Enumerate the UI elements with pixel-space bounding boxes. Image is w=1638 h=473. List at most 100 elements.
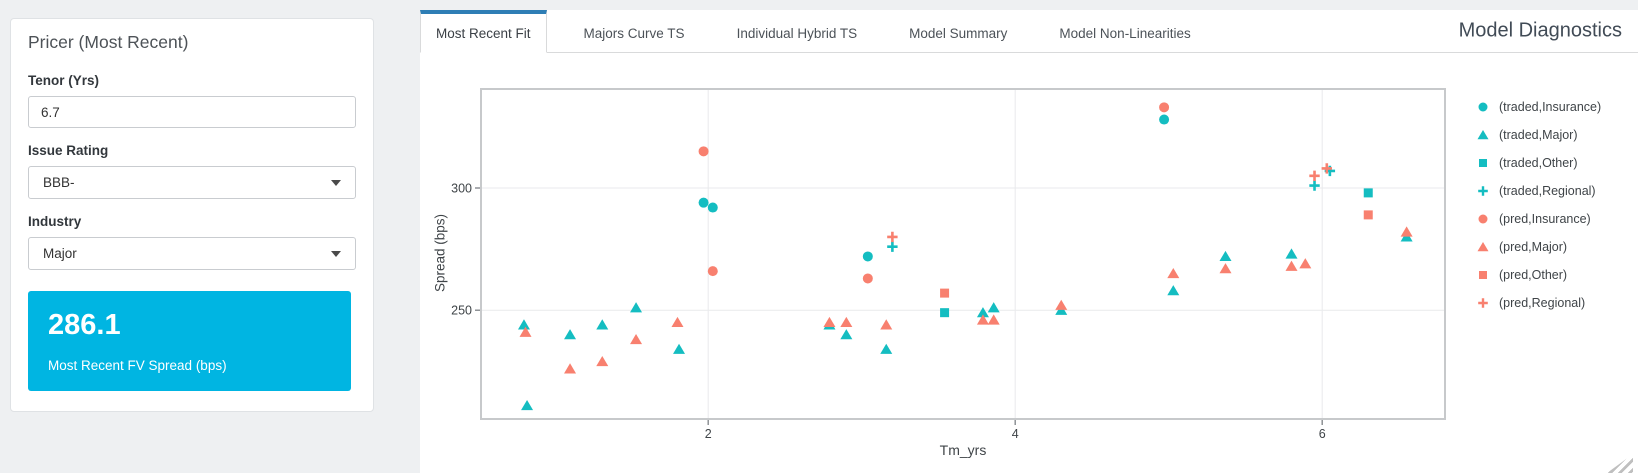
- tenor-label: Tenor (Yrs): [28, 73, 100, 88]
- marker-triangle: [564, 363, 577, 374]
- tab-bar: Most Recent Fit Majors Curve TS Individual…: [420, 10, 1638, 53]
- legend-item-traded-major[interactable]: (traded,Major): [1476, 121, 1601, 149]
- marker-triangle: [1285, 248, 1298, 259]
- issue-rating-label: Issue Rating: [28, 143, 109, 158]
- series-pred-regional: [887, 163, 1333, 243]
- pricer-panel-title: Pricer (Most Recent): [28, 32, 189, 52]
- marker-triangle: [840, 329, 853, 340]
- legend-label: (traded,Regional): [1499, 184, 1596, 198]
- legend-item-pred-regional[interactable]: (pred,Regional): [1476, 289, 1601, 317]
- marker-triangle: [630, 333, 643, 345]
- marker-triangle: [976, 314, 989, 325]
- x-axis-title: Tm_yrs: [939, 442, 987, 458]
- marker-triangle: [517, 319, 530, 330]
- tick-labels: 2 4 6 250 300: [451, 182, 1326, 442]
- legend-item-pred-other[interactable]: (pred,Other): [1476, 261, 1601, 289]
- marker-circle: [862, 251, 873, 262]
- legend-label: (pred,Insurance): [1499, 212, 1591, 226]
- tab-majors-curve-ts[interactable]: Majors Curve TS: [583, 25, 685, 41]
- chevron-down-icon: [331, 250, 341, 257]
- tab-individual-hybrid-ts[interactable]: Individual Hybrid TS: [736, 25, 858, 41]
- marker-circle: [707, 266, 718, 277]
- tenor-input[interactable]: [28, 96, 356, 128]
- marker-triangle: [564, 329, 577, 340]
- issue-rating-select[interactable]: BBB-: [28, 166, 356, 199]
- marker-triangle: [630, 302, 643, 313]
- tab-most-recent-fit[interactable]: Most Recent Fit: [420, 10, 547, 53]
- marker-circle: [862, 273, 873, 284]
- series-traded-regional: [887, 165, 1336, 252]
- y-axis-title: Spread (bps): [432, 213, 448, 293]
- marker-triangle: [880, 319, 893, 330]
- marker-triangle: [1219, 250, 1232, 262]
- legend-item-traded-regional[interactable]: (traded,Regional): [1476, 177, 1601, 205]
- legend-marker-triangle-icon: [1477, 242, 1489, 252]
- page-title: Model Diagnostics: [1458, 19, 1622, 42]
- marker-circle: [698, 146, 709, 157]
- series-pred-insurance: [698, 102, 1170, 284]
- series-traded-other: [940, 188, 1373, 318]
- pricer-panel: Pricer (Most Recent) Tenor (Yrs) Issue R…: [10, 18, 374, 412]
- marker-plus: [887, 231, 898, 243]
- fv-spread-value: 286.1: [48, 309, 121, 341]
- content-panel: Most Recent Fit Majors Curve TS Individual…: [420, 10, 1638, 473]
- marker-triangle: [521, 399, 534, 411]
- plot-svg: 2 4 6 250 300: [451, 88, 1446, 442]
- marker-triangle: [1055, 299, 1068, 310]
- marker-circle: [707, 202, 718, 213]
- marker-circle: [1159, 114, 1170, 125]
- legend-item-pred-insurance[interactable]: (pred,Insurance): [1476, 205, 1601, 233]
- marker-triangle: [596, 355, 609, 367]
- marker-triangle: [1167, 285, 1180, 296]
- legend-label: (pred,Major): [1499, 240, 1568, 254]
- tabs: Most Recent Fit Majors Curve TS Individual…: [420, 10, 1228, 53]
- marker-triangle: [840, 316, 853, 328]
- legend-label: (traded,Major): [1499, 128, 1578, 142]
- marker-triangle: [1167, 267, 1180, 279]
- marker-triangle: [671, 316, 684, 328]
- x-tick-label: 2: [705, 427, 712, 441]
- marker-triangle: [1285, 260, 1298, 271]
- y-tick-label: 300: [451, 182, 472, 196]
- plot-area[interactable]: [481, 89, 1445, 419]
- marker-triangle: [673, 343, 686, 354]
- marker-square: [1363, 210, 1373, 220]
- marker-plus: [1309, 170, 1320, 181]
- marker-square: [940, 308, 950, 318]
- legend-marker-circle-icon: [1478, 214, 1488, 224]
- x-tick-label: 4: [1012, 427, 1019, 441]
- marker-triangle: [596, 319, 609, 330]
- legend-label: (pred,Other): [1499, 268, 1568, 282]
- axis-ticks: [475, 187, 1323, 425]
- fv-spread-card: 286.1 Most Recent FV Spread (bps): [28, 291, 351, 391]
- marker-plus: [887, 241, 898, 252]
- marker-triangle: [1299, 258, 1312, 269]
- gridlines: [481, 89, 1445, 419]
- marker-triangle: [519, 326, 532, 337]
- marker-triangle: [1219, 263, 1232, 274]
- legend-label: (pred,Regional): [1499, 296, 1586, 310]
- plot-border: [480, 88, 1446, 420]
- legend-marker-square-icon: [1479, 271, 1487, 279]
- legend-item-traded-other[interactable]: (traded,Other): [1476, 149, 1601, 177]
- y-tick-label: 250: [451, 304, 472, 318]
- industry-select[interactable]: Major: [28, 237, 356, 270]
- marker-square: [940, 288, 950, 298]
- legend: (traded,Insurance) (traded,Major) (traded,…: [1476, 93, 1601, 317]
- chevron-down-icon: [331, 179, 341, 186]
- tab-model-non-linearities[interactable]: Model Non-Linearities: [1059, 25, 1191, 41]
- legend-marker-plus-icon: [1478, 298, 1488, 308]
- legend-item-pred-major[interactable]: (pred,Major): [1476, 233, 1601, 261]
- tab-model-summary[interactable]: Model Summary: [909, 25, 1008, 41]
- marker-triangle: [823, 316, 836, 328]
- legend-item-traded-insurance[interactable]: (traded,Insurance): [1476, 93, 1601, 121]
- marker-triangle: [1400, 226, 1413, 237]
- series-traded-insurance: [698, 114, 1170, 262]
- legend-marker-circle-icon: [1478, 102, 1488, 112]
- marker-circle: [698, 197, 709, 208]
- legend-marker-plus-icon: [1478, 186, 1488, 196]
- marker-triangle: [987, 314, 1000, 325]
- marker-triangle: [987, 302, 1000, 313]
- industry-label: Industry: [28, 214, 82, 229]
- marker-plus: [1309, 180, 1320, 191]
